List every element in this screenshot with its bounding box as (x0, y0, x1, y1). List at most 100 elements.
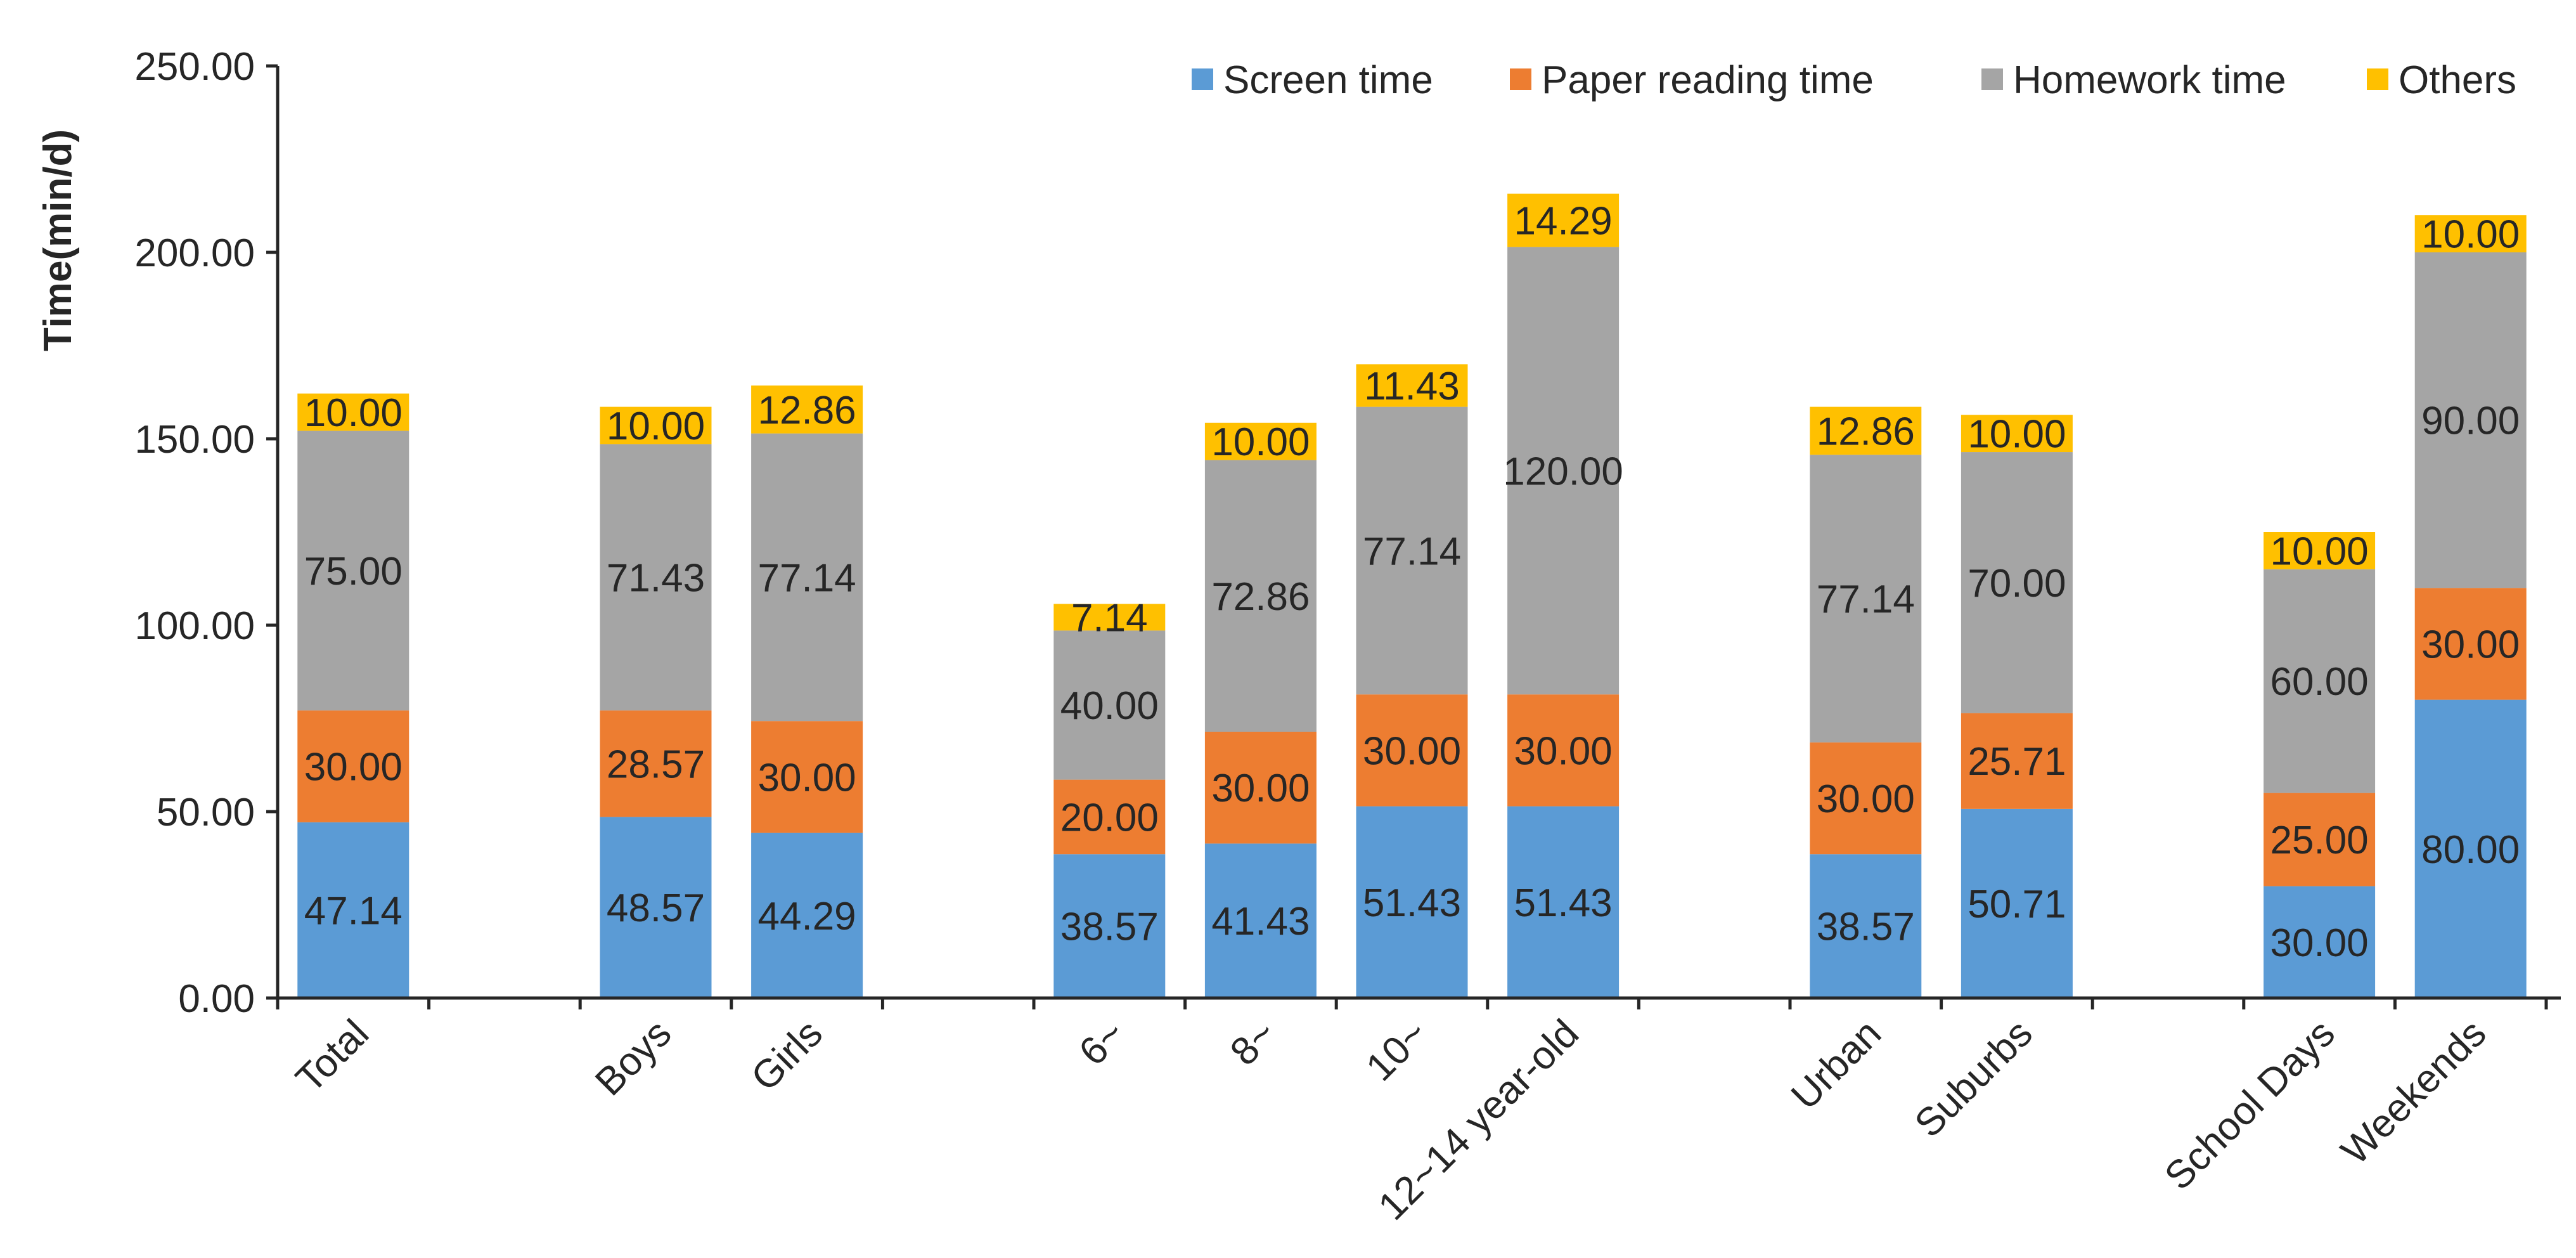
bar-segment-paper-reading-time (1204, 731, 1317, 844)
y-tick-label: 150.00 (134, 418, 255, 462)
bar-segment-paper-reading-time (1507, 694, 1620, 807)
bar-segment-paper-reading-time (600, 710, 712, 817)
x-tick-label: Suburbs (1907, 1011, 2041, 1146)
data-label: 10.00 (2270, 529, 2369, 573)
data-label: 38.57 (1060, 905, 1159, 949)
bar-segment-homework-time (1507, 247, 1620, 695)
data-label: 7.14 (1071, 596, 1148, 640)
bar-segment-homework-time (2264, 569, 2376, 793)
y-axis-label: Time(min/d) (36, 129, 80, 351)
bar-segment-others (2414, 215, 2527, 252)
bar-segment-others (1810, 406, 1922, 455)
bar-segment-others (1204, 422, 1317, 460)
y-tick-label: 100.00 (134, 604, 255, 648)
data-label: 11.43 (1364, 365, 1460, 408)
data-label: 10.00 (2421, 213, 2520, 257)
data-label: 70.00 (1967, 562, 2066, 606)
data-label: 120.00 (1503, 450, 1623, 493)
bar-segment-homework-time (2414, 252, 2527, 588)
y-tick-label: 0.00 (178, 977, 255, 1021)
data-label: 77.14 (758, 556, 856, 600)
y-tick-labels: 0.00 50.00 100.00 150.00 200.00 250.00 (134, 45, 255, 1021)
x-tick-label: Urban (1783, 1011, 1890, 1118)
legend-swatch (1981, 68, 2003, 90)
x-tick-labels: Total Boys Girls 6~ 8~ 10~12~14 year-old Urban… (288, 1011, 2495, 1228)
x-tick-label: 6~ (1071, 1011, 1133, 1074)
bar-segment-screen-time (1053, 854, 1166, 998)
x-tick-label: Weekends (2333, 1011, 2494, 1173)
data-label: 71.43 (607, 556, 705, 600)
data-label: 77.14 (1363, 529, 1461, 573)
data-label: 30.00 (1817, 777, 1915, 821)
bar-segment-homework-time (751, 433, 863, 722)
x-tick-label: Boys (587, 1011, 679, 1104)
bar-segment-screen-time (600, 817, 712, 998)
legend-label: Paper reading time (1542, 58, 1874, 102)
data-label: 30.00 (1363, 729, 1461, 773)
x-tick-label: School Days (2156, 1011, 2343, 1198)
x-tick-label: 8~ (1222, 1011, 1285, 1074)
data-label: 12.86 (1817, 410, 1915, 453)
data-label: 41.43 (1211, 900, 1310, 944)
data-label: 14.29 (1514, 200, 1613, 243)
y-tick-label: 200.00 (134, 231, 255, 275)
bar-segment-others (1961, 415, 2073, 453)
data-label: 10.00 (607, 405, 705, 448)
bar-segment-others (600, 406, 712, 444)
bar-segment-screen-time (1810, 854, 1922, 998)
x-tick-label: Total (288, 1011, 377, 1101)
y-tick-label: 250.00 (134, 45, 255, 89)
bar-segment-screen-time (1204, 843, 1317, 998)
legend-label: Homework time (2013, 58, 2286, 102)
legend-swatch (1192, 68, 1213, 90)
bar-segment-homework-time (1053, 630, 1166, 780)
bar-segment-others (2264, 532, 2376, 569)
data-label: 48.57 (607, 886, 705, 930)
data-label: 25.71 (1967, 740, 2066, 784)
bar-segment-screen-time (2264, 886, 2376, 998)
bars-group (297, 193, 2527, 998)
bar-segment-screen-time (1961, 808, 2073, 998)
data-label: 10.00 (1211, 420, 1310, 464)
data-label: 47.14 (304, 889, 402, 933)
data-label: 30.00 (2270, 921, 2369, 965)
bar-segment-paper-reading-time (751, 721, 863, 833)
y-tick-label: 50.00 (157, 791, 255, 834)
bar-segment-homework-time (1204, 460, 1317, 732)
bar-segment-screen-time (751, 833, 863, 998)
legend-swatch (2367, 68, 2388, 90)
bar-segment-homework-time (600, 444, 712, 711)
bar-segment-others (751, 385, 863, 434)
data-label: 60.00 (2270, 660, 2369, 704)
x-tick-label: 10~ (1358, 1011, 1436, 1089)
data-label: 30.00 (1514, 729, 1613, 773)
bar-segment-homework-time (1810, 455, 1922, 742)
bar-segment-others (1053, 604, 1166, 631)
data-label: 90.00 (2421, 399, 2520, 443)
data-label: 30.00 (304, 746, 402, 789)
bar-segment-homework-time (1356, 406, 1468, 695)
bar-segment-paper-reading-time (1961, 713, 2073, 809)
data-label: 72.86 (1211, 575, 1310, 619)
data-label: 51.43 (1363, 881, 1461, 925)
legend-label: Screen time (1223, 58, 1433, 102)
data-label: 12.86 (758, 389, 856, 432)
axes-group (266, 64, 2561, 1009)
data-label: 10.00 (1967, 413, 2066, 457)
bar-segment-others (297, 393, 409, 431)
legend-label: Others (2399, 58, 2516, 102)
data-label: 10.00 (304, 391, 402, 435)
bar-segment-screen-time (297, 822, 409, 998)
legend: Screen time Paper reading time Homework ti… (1192, 58, 2516, 102)
data-label: 28.57 (607, 742, 705, 786)
legend-swatch (1510, 68, 1531, 90)
data-label: 50.71 (1967, 883, 2066, 926)
data-label: 75.00 (304, 550, 402, 593)
bar-segment-screen-time (1356, 806, 1468, 998)
data-label: 30.00 (2421, 623, 2520, 666)
bar-segment-others (1356, 364, 1468, 407)
data-label: 80.00 (2421, 828, 2520, 872)
bar-segment-homework-time (1961, 452, 2073, 713)
data-label: 51.43 (1514, 881, 1613, 925)
